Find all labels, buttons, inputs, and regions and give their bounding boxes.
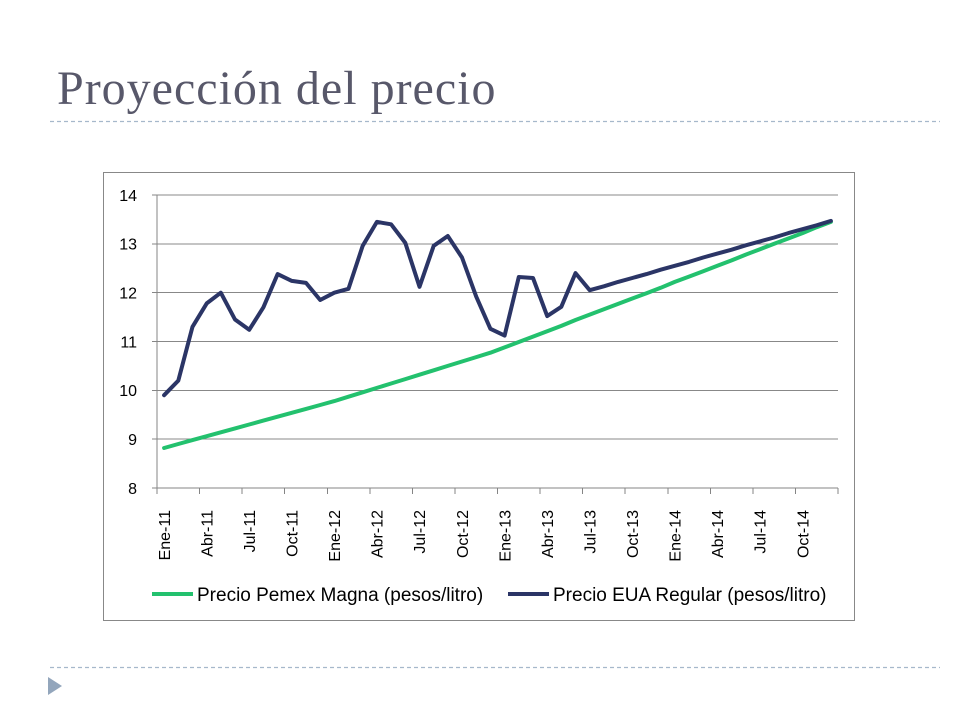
legend-label-pemex-magna: Precio Pemex Magna (pesos/litro) <box>197 585 483 606</box>
legend-item-pemex-magna: Precio Pemex Magna (pesos/litro) <box>152 585 483 606</box>
y-axis: 8 9 10 11 12 13 14 <box>119 188 158 498</box>
x-tick-label: Abr-13 <box>540 510 557 558</box>
y-tick-label: 11 <box>120 334 137 351</box>
x-tick-label: Oct-11 <box>285 510 302 557</box>
slide-title: Proyección del precio <box>57 62 497 115</box>
plot-series <box>162 218 833 450</box>
y-tick-label: 14 <box>119 188 137 205</box>
legend-label-eua-regular: Precio EUA Regular (pesos/litro) <box>553 585 827 606</box>
y-tick-label: 10 <box>119 383 137 400</box>
x-tick-label: Ene-14 <box>668 510 685 562</box>
triangle-right-icon <box>48 677 62 695</box>
x-tick-label: Oct-13 <box>625 510 642 558</box>
legend-item-eua-regular: Precio EUA Regular (pesos/litro) <box>508 585 827 606</box>
x-tick-label: Jul-13 <box>582 510 599 554</box>
x-tick-label: Abr-12 <box>370 510 387 558</box>
x-tick-label: Ene-11 <box>157 510 174 561</box>
y-tick-label: 13 <box>119 237 137 254</box>
chart: 8 9 10 11 12 13 14 Ene-11 Abr-11 Jul-11 Oct-11 Ene… <box>103 172 855 621</box>
x-tick-label: Ene-12 <box>327 510 344 562</box>
legend: Precio Pemex Magna (pesos/litro) Precio … <box>152 585 827 606</box>
gridlines <box>157 194 838 489</box>
x-tick-label: Jul-11 <box>242 510 259 552</box>
y-tick-label: 12 <box>119 285 137 302</box>
x-tick-label: Abr-14 <box>710 510 727 558</box>
x-tick-label: Oct-12 <box>455 510 472 558</box>
series-line-pemex-magna <box>162 219 833 450</box>
x-tick-label: Jul-12 <box>412 510 429 554</box>
y-tick-label: 9 <box>128 432 137 449</box>
series-line-eua-regular <box>162 218 833 398</box>
x-tick-label: Jul-14 <box>753 510 770 554</box>
x-tick-label: Oct-14 <box>795 510 812 558</box>
x-tick-label: Ene-13 <box>497 510 514 562</box>
x-tick-label: Abr-11 <box>199 510 216 557</box>
x-axis: Ene-11 Abr-11 Jul-11 Oct-11 Ene-12 Abr-12 Jul-… <box>156 487 839 562</box>
y-tick-label: 8 <box>128 481 137 498</box>
